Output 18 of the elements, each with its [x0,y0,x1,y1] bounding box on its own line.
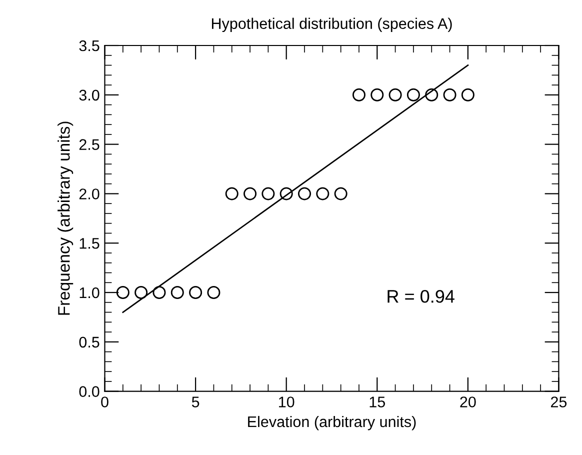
y-tick-label: 3.5 [79,40,100,52]
y-tick-label: 0.0 [79,386,100,397]
x-tick-label: 20 [460,396,476,408]
y-tick-label: 1.5 [80,238,100,249]
y-axis-title: Frequency (arbitrary units) [58,122,74,315]
y-tick-label: 2.5 [79,139,100,150]
x-tick-label: 15 [370,396,385,408]
annotation: R = 0.94 [388,290,454,303]
x-tick-label: 10 [279,396,294,408]
y-tick-label: 0.5 [79,336,100,348]
x-tick-label: 25 [550,396,567,408]
y-tick-label: 1.0 [80,287,100,298]
chart-title: Hypothetical distribution (species A) [212,18,452,32]
x-axis-title: Elevation (arbitrary units) [248,416,416,430]
y-tick-label: 3.0 [79,90,100,101]
x-tick-label: 0 [101,396,108,408]
x-tick-label: 5 [192,396,200,408]
y-tick-label: 2.0 [79,188,100,200]
